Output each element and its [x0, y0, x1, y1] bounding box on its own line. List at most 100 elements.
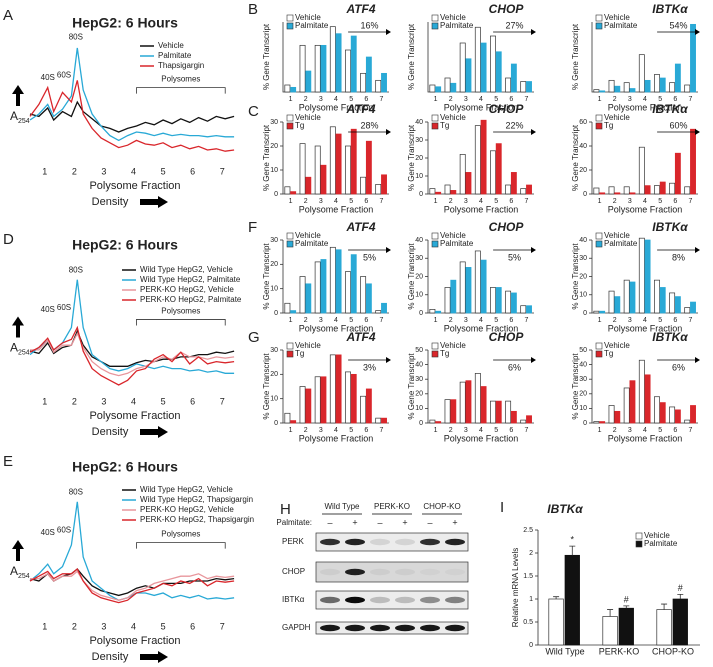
x-tick-label: 6	[673, 96, 677, 103]
y-tick-label: 30	[579, 255, 587, 262]
x-tick-label: PERK-KO	[599, 646, 640, 656]
x-tick-label: 1	[598, 317, 602, 324]
blot-band	[345, 568, 365, 576]
bar	[335, 133, 342, 195]
y-axis-label: % Gene Transcript	[262, 23, 271, 90]
x-tick-label: 4	[131, 166, 136, 176]
peak-label: 60S	[57, 71, 71, 80]
y-tick-label: 2.5	[523, 527, 533, 534]
bar	[305, 388, 312, 424]
y-arrow-head	[12, 540, 24, 549]
legend-label: Vehicle	[295, 231, 321, 240]
legend-label: Palmitate	[295, 239, 329, 248]
legend-swatch	[431, 240, 439, 248]
x-tick-label: 7	[220, 621, 225, 631]
peak-label: 60S	[57, 526, 71, 535]
legend-swatch	[431, 22, 439, 30]
bar	[599, 421, 606, 424]
bar	[490, 287, 496, 314]
y-label-main: A	[10, 341, 18, 355]
bar	[350, 35, 357, 93]
legend-label: Tg	[295, 349, 304, 358]
bar	[656, 609, 672, 646]
bar	[290, 420, 297, 424]
bar	[526, 415, 532, 424]
bar	[505, 77, 512, 93]
profile-line	[29, 80, 235, 152]
y-tick-label: 0	[419, 310, 423, 317]
bar	[690, 128, 696, 195]
bar	[290, 310, 297, 314]
legend-label: Vehicle	[295, 341, 321, 350]
x-tick-label: 5	[161, 396, 166, 406]
shift-label: 27%	[506, 20, 524, 30]
bar	[608, 79, 615, 93]
legend-swatch	[431, 232, 439, 240]
x-tick-label: 4	[643, 427, 647, 434]
chart-title: HepG2: 6 Hours	[72, 15, 178, 31]
shift-label: 6%	[508, 362, 521, 372]
legend-swatch	[431, 350, 439, 358]
legend-swatch	[286, 240, 294, 248]
x-tick-label: 2	[72, 166, 77, 176]
error-bar	[661, 603, 668, 610]
blot-band	[320, 596, 340, 604]
x-tick-label: 4	[643, 317, 647, 324]
legend-swatch	[595, 22, 603, 30]
arrow-head	[158, 651, 168, 663]
bar	[314, 145, 321, 195]
x-tick-label: 1	[289, 317, 293, 324]
x-axis-label: Polysome Fraction	[89, 180, 180, 192]
x-tick-label: 5	[494, 96, 498, 103]
bar	[690, 405, 696, 424]
bar	[593, 421, 600, 424]
bar	[459, 261, 466, 314]
bar	[365, 56, 372, 93]
polysome-bracket	[136, 87, 226, 94]
x-tick-label: 5	[494, 317, 498, 324]
bar	[459, 381, 466, 424]
bar	[350, 128, 357, 195]
bar	[284, 84, 291, 93]
shift-label: 3%	[363, 362, 376, 372]
shift-label: 22%	[506, 120, 524, 130]
y-arrow	[16, 94, 20, 106]
x-axis-label: Polysome Fraction	[89, 410, 180, 422]
x-tick-label: 6	[190, 166, 195, 176]
x-tick-label: 3	[319, 317, 323, 324]
x-tick-label: 6	[364, 317, 368, 324]
arrow-head	[386, 247, 391, 253]
density-arrow	[140, 429, 158, 435]
x-tick-label: 3	[319, 198, 323, 205]
bar	[623, 279, 630, 314]
x-tick-label: 3	[101, 396, 106, 406]
legend-swatch	[431, 342, 439, 350]
x-tick-label: 6	[509, 317, 513, 324]
y-tick-label: 10	[270, 167, 278, 174]
bar	[623, 186, 630, 195]
x-tick-label: CHOP-KO	[652, 646, 694, 656]
x-tick-label: 7	[688, 427, 692, 434]
x-tick-label: 4	[479, 96, 483, 103]
y-axis-label: A254	[10, 109, 30, 125]
y-axis-label: % Gene Transcript	[407, 23, 416, 90]
x-tick-label: 1	[434, 96, 438, 103]
bar	[669, 82, 676, 93]
bar	[320, 44, 327, 93]
y-axis-label: A254	[10, 341, 30, 357]
y-label-sub: 254	[18, 118, 30, 125]
bar	[629, 281, 636, 314]
y-tick-label: 30	[579, 376, 587, 383]
legend-swatch	[431, 122, 439, 130]
legend-swatch	[286, 122, 294, 130]
bar	[659, 287, 666, 314]
y-tick-label: 0	[274, 420, 278, 427]
bar	[360, 176, 367, 195]
bar	[450, 399, 457, 424]
y-tick-label: 40	[415, 361, 423, 368]
y-label-sub: 254	[18, 349, 30, 356]
x-axis-label: Polysome Fraction	[444, 204, 519, 214]
x-tick-label: 7	[524, 427, 528, 434]
blot-band	[370, 538, 390, 546]
bar	[684, 307, 691, 314]
